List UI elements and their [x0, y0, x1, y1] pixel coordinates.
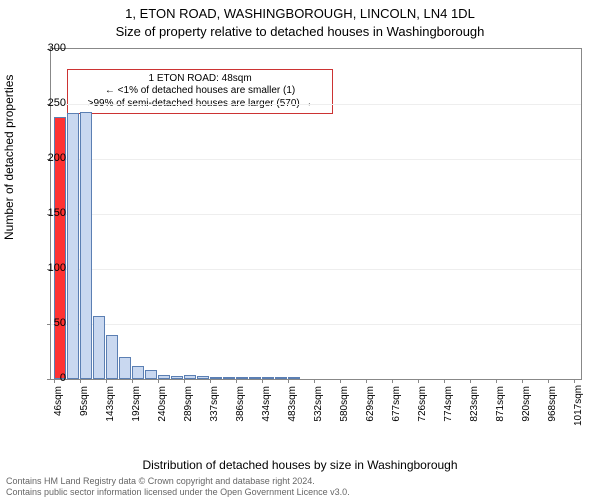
xtick-mark [496, 379, 497, 383]
xtick-mark [340, 379, 341, 383]
xtick-mark [574, 379, 575, 383]
ytick-mark [47, 324, 51, 325]
bar [158, 375, 170, 379]
bar [236, 377, 248, 379]
title-line-2: Size of property relative to detached ho… [0, 24, 600, 39]
gridline [51, 269, 581, 270]
bar [223, 377, 235, 379]
xtick-label: 532sqm [313, 386, 324, 426]
bar [275, 377, 287, 379]
ytick-mark [47, 379, 51, 380]
x-axis-label: Distribution of detached houses by size … [0, 458, 600, 472]
bar [197, 376, 209, 379]
xtick-label: 774sqm [443, 386, 454, 426]
xtick-label: 289sqm [183, 386, 194, 426]
gridline [51, 104, 581, 105]
y-axis-label: Number of detached properties [2, 75, 16, 240]
xtick-mark [184, 379, 185, 383]
ytick-label: 150 [48, 207, 66, 219]
xtick-mark [236, 379, 237, 383]
xtick-label: 483sqm [287, 386, 298, 426]
xtick-label: 871sqm [495, 386, 506, 426]
bar [262, 377, 274, 379]
xtick-mark [314, 379, 315, 383]
xtick-label: 386sqm [235, 386, 246, 426]
xtick-label: 337sqm [209, 386, 220, 426]
bar [132, 366, 144, 379]
xtick-label: 95sqm [79, 386, 90, 426]
xtick-label: 434sqm [261, 386, 272, 426]
xtick-mark [132, 379, 133, 383]
xtick-mark [262, 379, 263, 383]
xtick-label: 143sqm [105, 386, 116, 426]
xtick-label: 677sqm [391, 386, 402, 426]
xtick-mark [80, 379, 81, 383]
bar [184, 375, 196, 379]
xtick-mark [444, 379, 445, 383]
xtick-label: 726sqm [417, 386, 428, 426]
xtick-label: 46sqm [53, 386, 64, 426]
bar [249, 377, 261, 379]
bar [67, 113, 79, 379]
ytick-label: 300 [48, 42, 66, 54]
xtick-label: 240sqm [157, 386, 168, 426]
gridline [51, 214, 581, 215]
xtick-label: 920sqm [521, 386, 532, 426]
xtick-mark [470, 379, 471, 383]
xtick-mark [106, 379, 107, 383]
ytick-label: 0 [60, 372, 66, 384]
ytick-label: 50 [54, 317, 66, 329]
xtick-mark [392, 379, 393, 383]
xtick-label: 580sqm [339, 386, 350, 426]
gridline [51, 324, 581, 325]
bar [80, 112, 92, 379]
xtick-label: 192sqm [131, 386, 142, 426]
xtick-mark [54, 379, 55, 383]
bar [145, 370, 157, 379]
footer: Contains HM Land Registry data © Crown c… [6, 476, 350, 498]
chart-container: 1, ETON ROAD, WASHINGBOROUGH, LINCOLN, L… [0, 0, 600, 500]
xtick-mark [366, 379, 367, 383]
xtick-label: 968sqm [547, 386, 558, 426]
bar [171, 376, 183, 379]
annotation-line-1: 1 ETON ROAD: 48sqm [73, 73, 327, 86]
gridline [51, 159, 581, 160]
annotation-box: 1 ETON ROAD: 48sqm ← <1% of detached hou… [67, 69, 333, 115]
xtick-mark [548, 379, 549, 383]
xtick-label: 1017sqm [573, 386, 584, 426]
bar [106, 335, 118, 379]
xtick-mark [158, 379, 159, 383]
plot-area: 1 ETON ROAD: 48sqm ← <1% of detached hou… [50, 48, 582, 380]
ytick-label: 100 [48, 262, 66, 274]
xtick-mark [288, 379, 289, 383]
bar [93, 316, 105, 379]
ytick-label: 250 [48, 97, 66, 109]
xtick-mark [210, 379, 211, 383]
annotation-line-2: ← <1% of detached houses are smaller (1) [73, 85, 327, 98]
bar [119, 357, 131, 379]
xtick-mark [418, 379, 419, 383]
footer-line-2: Contains public sector information licen… [6, 487, 350, 498]
xtick-label: 823sqm [469, 386, 480, 426]
bar [288, 377, 300, 379]
xtick-mark [522, 379, 523, 383]
footer-line-1: Contains HM Land Registry data © Crown c… [6, 476, 350, 487]
title-line-1: 1, ETON ROAD, WASHINGBOROUGH, LINCOLN, L… [0, 6, 600, 21]
bar [210, 377, 222, 379]
ytick-label: 200 [48, 152, 66, 164]
xtick-label: 629sqm [365, 386, 376, 426]
